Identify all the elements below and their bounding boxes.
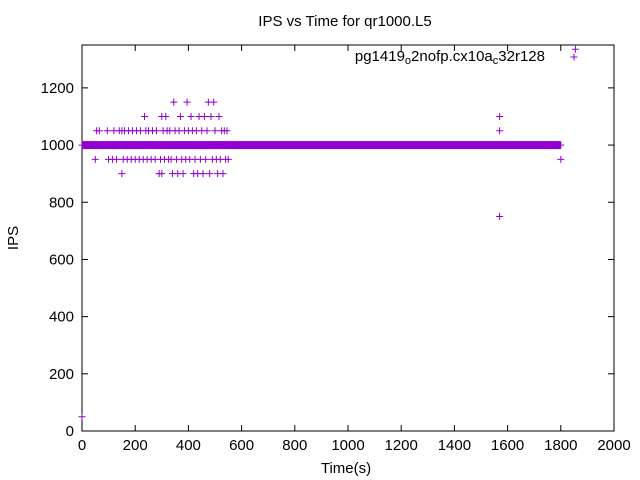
data-point	[200, 112, 208, 120]
data-point	[91, 155, 99, 163]
dense-band-points	[82, 141, 561, 150]
data-point	[78, 141, 86, 149]
data-point	[152, 127, 160, 135]
data-point	[219, 170, 227, 178]
data-point	[571, 45, 579, 53]
y-tick-label: 600	[49, 251, 74, 268]
data-point	[162, 112, 170, 120]
y-axis-label: IPS	[5, 226, 22, 250]
x-tick-label: 400	[176, 437, 201, 454]
data-point	[158, 170, 166, 178]
data-point	[183, 98, 191, 106]
data-point	[496, 112, 504, 120]
data-point	[95, 127, 103, 135]
dense-band	[78, 141, 565, 150]
legend-label-part: pg1419	[355, 48, 405, 65]
legend-marker	[570, 53, 578, 61]
x-tick-label: 600	[229, 437, 254, 454]
data-point	[557, 155, 565, 163]
data-point	[557, 141, 565, 149]
x-tick-label: 1800	[544, 437, 577, 454]
x-axis-label: Time(s)	[321, 460, 371, 477]
data-point	[118, 170, 126, 178]
data-point	[78, 413, 86, 421]
legend-label-part: 2nofp.cx10a	[411, 48, 493, 65]
x-tick-label: 1600	[491, 437, 524, 454]
data-point	[203, 127, 211, 135]
data-point	[207, 112, 215, 120]
legend-label-part: 32r128	[498, 48, 545, 65]
data-point	[176, 112, 184, 120]
x-tick-label: 0	[78, 437, 86, 454]
data-point	[141, 112, 149, 120]
y-tick-label: 400	[49, 309, 74, 326]
data-point	[170, 98, 178, 106]
x-tick-label: 1000	[331, 437, 364, 454]
data-point	[202, 155, 210, 163]
data-point	[179, 170, 187, 178]
axis-ticks: 0 200 400 600 800 1000 1200 1400 1600 1800 2000 0 20…	[41, 45, 631, 454]
x-tick-label: 200	[123, 437, 148, 454]
y-tick-label: 1000	[41, 137, 74, 154]
y-tick-label: 1200	[41, 80, 74, 97]
legend: pg1419o2nofp.cx10ac32r128	[355, 48, 578, 67]
data-point	[215, 112, 223, 120]
y-tick-label: 200	[49, 366, 74, 383]
legend-label: pg1419o2nofp.cx10ac32r128	[355, 48, 545, 67]
x-tick-label: 1400	[438, 437, 471, 454]
data-point	[211, 127, 219, 135]
data-point	[210, 98, 218, 106]
data-point	[113, 155, 121, 163]
plot-area: 0 200 400 600 800 1000 1200 1400 1600 1800 2000 0 20…	[41, 44, 631, 454]
data-point	[206, 170, 214, 178]
data-point	[496, 127, 504, 135]
data-point	[187, 112, 195, 120]
y-tick-label: 0	[66, 423, 74, 440]
data-point	[103, 127, 111, 135]
x-tick-label: 1200	[385, 437, 418, 454]
data-point	[199, 170, 207, 178]
data-point	[223, 127, 231, 135]
data-point	[496, 213, 504, 221]
x-tick-label: 2000	[597, 437, 630, 454]
legend-label-part: c	[493, 55, 499, 67]
x-tick-label: 800	[282, 437, 307, 454]
legend-label-part: o	[405, 55, 411, 67]
chart-title: IPS vs Time for qr1000.L5	[258, 13, 431, 30]
y-tick-label: 800	[49, 194, 74, 211]
data-point	[224, 155, 232, 163]
plot-frame	[81, 44, 615, 432]
data-points	[78, 45, 579, 421]
